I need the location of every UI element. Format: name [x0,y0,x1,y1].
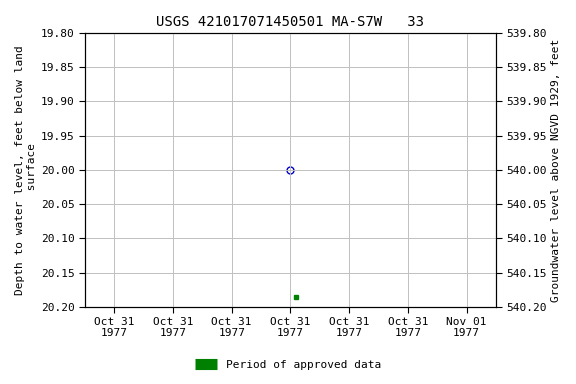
Legend: Period of approved data: Period of approved data [191,356,385,375]
Y-axis label: Depth to water level, feet below land
 surface: Depth to water level, feet below land su… [15,45,37,295]
Y-axis label: Groundwater level above NGVD 1929, feet: Groundwater level above NGVD 1929, feet [551,38,561,301]
Title: USGS 421017071450501 MA-S7W   33: USGS 421017071450501 MA-S7W 33 [157,15,425,29]
